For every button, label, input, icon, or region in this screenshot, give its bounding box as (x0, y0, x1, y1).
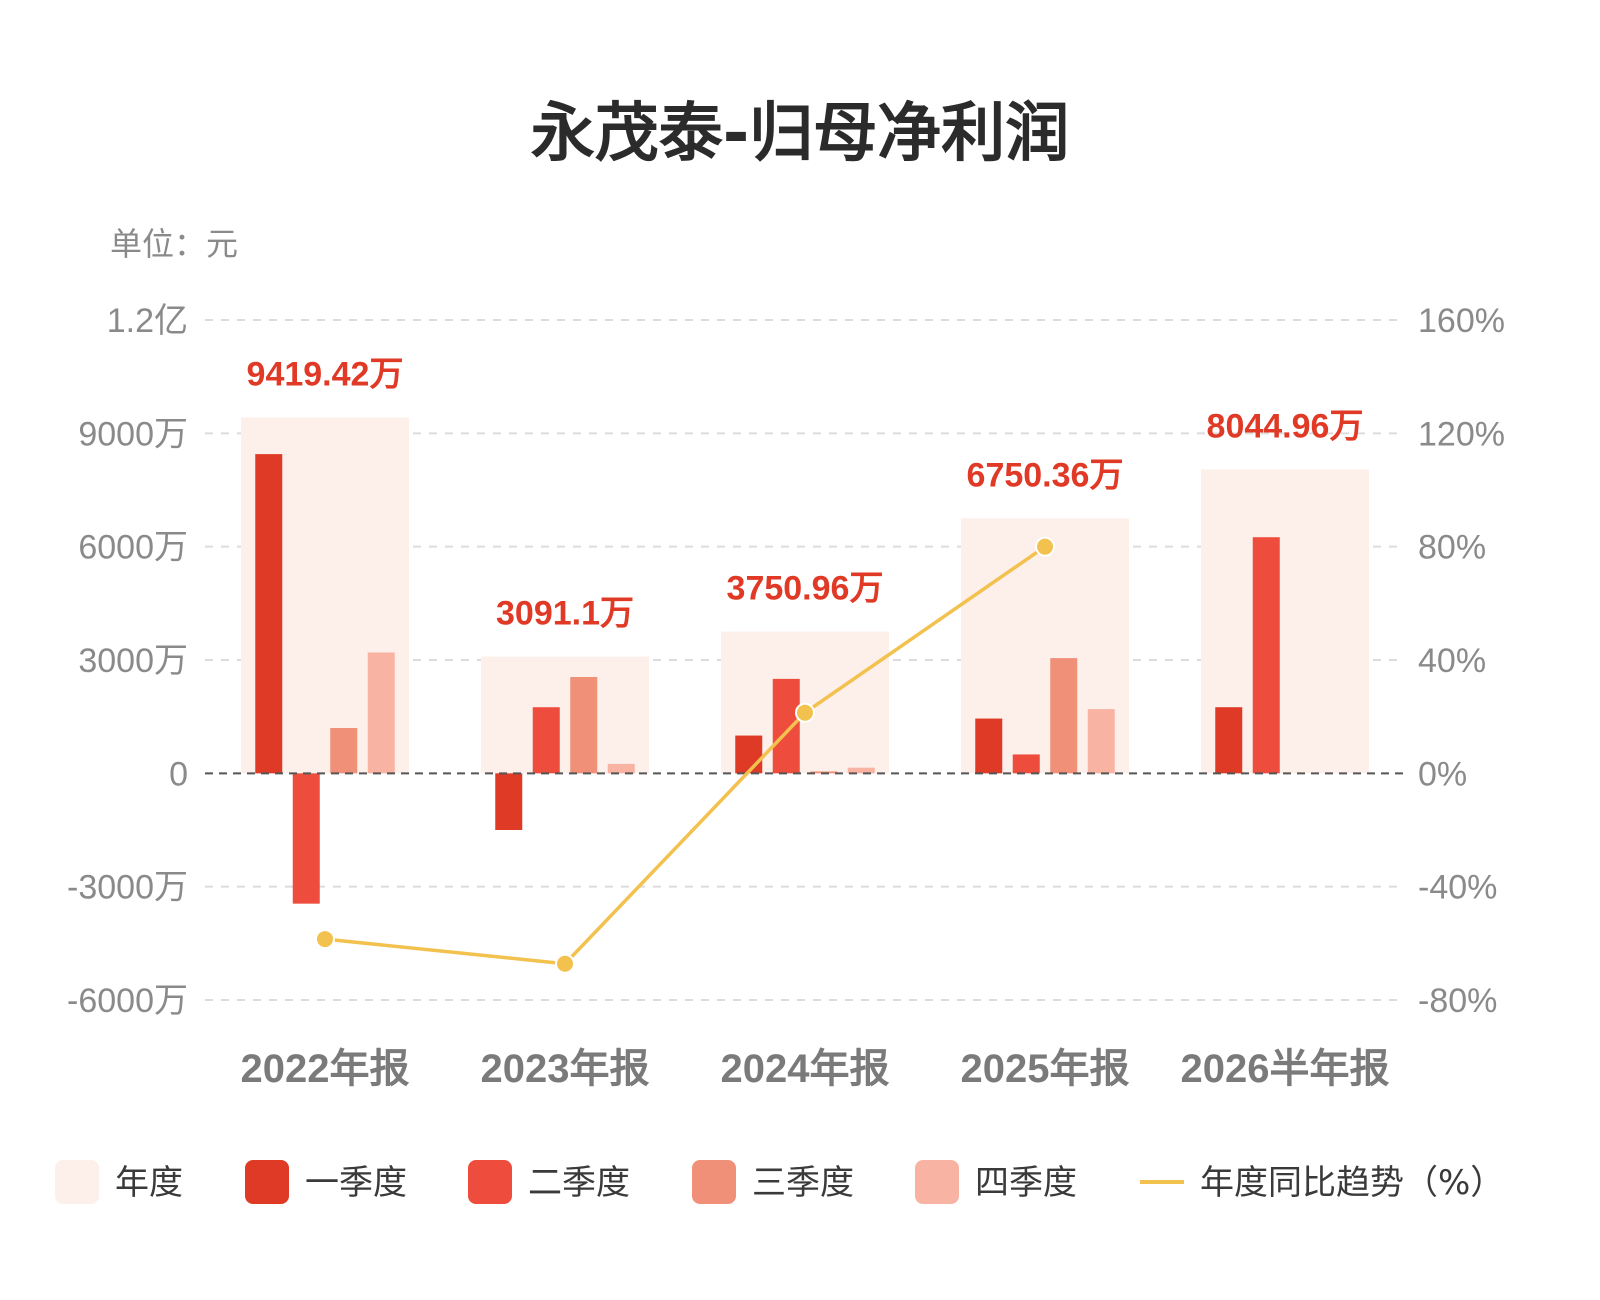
legend-label: 二季度 (528, 1163, 630, 1203)
quarter-bar-q2 (1252, 537, 1280, 774)
legend-swatch (915, 1160, 959, 1204)
legend-item: 二季度 (468, 1160, 630, 1204)
category-label: 2026半年报 (1181, 1047, 1390, 1091)
x-axis: 2022年报 2023年报 2024年报 2025年报 2026半年报 (241, 1047, 1390, 1091)
quarter-bar-q1 (975, 718, 1003, 774)
total-value-label: 3091.1万 (496, 595, 634, 633)
quarter-bar-q1 (1215, 707, 1243, 774)
trend-line-layer (315, 536, 1055, 974)
legend-item: 三季度 (692, 1160, 854, 1204)
legend-swatch (692, 1160, 736, 1204)
quarter-bar-q4 (847, 767, 875, 774)
left-tick-label: 1.2亿 (107, 302, 188, 340)
legend-item: 年度 (55, 1160, 183, 1204)
right-tick-label: 40% (1418, 642, 1486, 680)
quarter-bar-q3 (1050, 658, 1078, 774)
category-label: 2023年报 (481, 1047, 650, 1091)
right-axis: 160% 120% 80% 40% 0% -40% -80% (1418, 302, 1505, 1020)
legend-item: 一季度 (245, 1160, 407, 1204)
quarter-bar-q2 (772, 678, 800, 774)
chart-title: 永茂泰-归母净利润 (531, 97, 1070, 171)
legend: 年度 一季度 二季度 三季度 四季度 年度同比趋势（%） (55, 1160, 1504, 1204)
legend-label: 年度同比趋势（%） (1200, 1163, 1504, 1203)
quarter-bar-q2 (1012, 754, 1040, 774)
right-tick-label: -40% (1418, 869, 1497, 907)
quarter-bar-q1 (255, 454, 283, 774)
right-tick-label: 0% (1418, 755, 1467, 793)
legend-item: 四季度 (915, 1160, 1077, 1204)
quarter-bar-q4 (607, 763, 635, 774)
legend-label: 年度 (115, 1163, 183, 1203)
trend-point (1035, 536, 1055, 557)
quarter-bar-q2 (292, 773, 320, 904)
left-tick-label: 0 (169, 755, 188, 793)
right-tick-label: -80% (1418, 982, 1497, 1020)
quarter-bar-q2 (532, 707, 560, 774)
category-label: 2025年报 (961, 1047, 1130, 1091)
quarter-bar-q1 (495, 773, 523, 830)
annual-bar (481, 656, 649, 774)
total-value-label: 6750.36万 (967, 456, 1124, 494)
unit-label: 单位：元 (110, 225, 238, 263)
category-label: 2024年报 (721, 1047, 890, 1091)
legend-swatch (245, 1160, 289, 1204)
legend-item: 年度同比趋势（%） (1140, 1163, 1504, 1203)
total-labels: 9419.42万 3091.1万 3750.96万 6750.36万 8044.96万 (247, 355, 1364, 632)
left-tick-label: -6000万 (67, 982, 188, 1020)
legend-label: 三季度 (752, 1163, 854, 1203)
quarter-bar-q3 (330, 728, 358, 774)
right-tick-label: 120% (1418, 415, 1505, 453)
legend-swatch (55, 1160, 99, 1204)
left-tick-label: 9000万 (78, 415, 188, 453)
total-value-label: 8044.96万 (1207, 407, 1364, 445)
left-tick-label: -3000万 (67, 869, 188, 907)
legend-swatch (468, 1160, 512, 1204)
category-label: 2022年报 (241, 1047, 410, 1091)
quarter-bar-q4 (1087, 709, 1115, 774)
right-tick-label: 80% (1418, 529, 1486, 567)
quarter-bar-q1 (735, 735, 763, 774)
trend-point (795, 702, 815, 723)
legend-label: 四季度 (975, 1163, 1077, 1203)
quarter-bar-q4 (367, 652, 395, 774)
annual-bars (241, 417, 1369, 774)
right-tick-label: 160% (1418, 302, 1505, 340)
trend-line (324, 545, 1046, 966)
left-tick-label: 3000万 (78, 642, 188, 680)
trend-point (555, 953, 575, 974)
trend-point (315, 929, 335, 950)
total-value-label: 3750.96万 (727, 570, 884, 608)
legend-label: 一季度 (305, 1163, 407, 1203)
quarter-bars (255, 454, 1280, 904)
left-axis: 1.2亿 9000万 6000万 3000万 0 -3000万 -6000万 (67, 302, 188, 1020)
total-value-label: 9419.42万 (247, 355, 404, 393)
left-tick-label: 6000万 (78, 529, 188, 567)
quarter-bar-q3 (570, 677, 598, 774)
